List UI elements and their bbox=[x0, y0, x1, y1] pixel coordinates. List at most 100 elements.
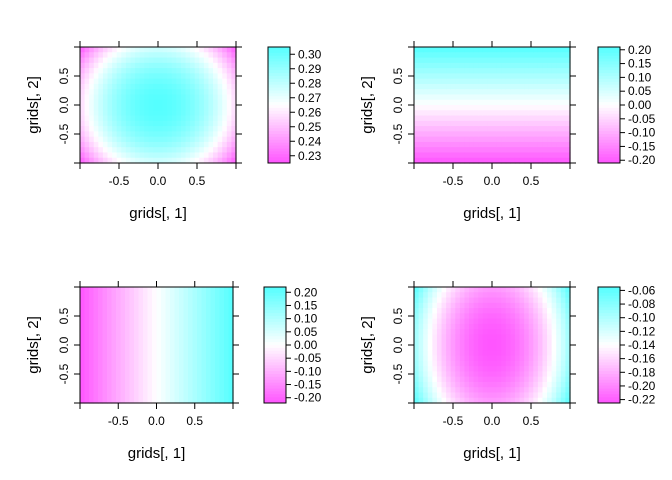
heatmap-cell bbox=[537, 62, 544, 69]
heatmap-cell bbox=[547, 297, 553, 304]
heatmap-cell bbox=[201, 381, 207, 388]
heatmap-cell bbox=[158, 62, 164, 69]
heatmap-cell bbox=[473, 115, 479, 122]
heatmap-cell bbox=[519, 83, 525, 90]
heatmap-cell bbox=[469, 397, 475, 404]
heatmap-cell bbox=[514, 147, 521, 154]
heatmap-cell bbox=[144, 110, 150, 117]
colorbar-swatch bbox=[598, 400, 620, 404]
heatmap-cell bbox=[473, 89, 479, 96]
x-tick-label: -0.5 bbox=[443, 174, 464, 188]
heatmap-cell bbox=[501, 147, 507, 154]
colorbar-swatch bbox=[268, 116, 290, 120]
heatmap-cell bbox=[165, 318, 171, 325]
heatmap-cell bbox=[414, 147, 420, 154]
heatmap-cell bbox=[565, 355, 571, 362]
heatmap-cell bbox=[148, 68, 155, 74]
colorbar-swatch bbox=[598, 96, 620, 100]
colorbar-swatch bbox=[264, 321, 286, 326]
heatmap-cell bbox=[134, 376, 140, 383]
heatmap-cell bbox=[537, 287, 544, 293]
heatmap-cell bbox=[98, 371, 104, 378]
heatmap-cell bbox=[487, 147, 493, 154]
heatmap-cell bbox=[116, 57, 122, 64]
heatmap-cell bbox=[98, 334, 104, 341]
heatmap-cell bbox=[519, 308, 525, 314]
heatmap-cell bbox=[80, 355, 86, 362]
heatmap-cell bbox=[143, 334, 149, 341]
heatmap-cell bbox=[492, 136, 498, 143]
heatmap-cell bbox=[436, 302, 443, 309]
heatmap-cell bbox=[427, 141, 433, 148]
heatmap-cell bbox=[116, 376, 122, 383]
heatmap-cell bbox=[143, 387, 149, 394]
heatmap-cell bbox=[427, 366, 433, 372]
heatmap-cell bbox=[125, 366, 131, 372]
heatmap-cell bbox=[441, 323, 447, 330]
heatmap-cell bbox=[418, 131, 424, 138]
heatmap-cell bbox=[174, 308, 180, 314]
heatmap-cell bbox=[80, 94, 86, 101]
heatmap-cell bbox=[478, 126, 484, 132]
heatmap-cell bbox=[102, 47, 109, 53]
heatmap-cell bbox=[135, 157, 141, 164]
heatmap-cell bbox=[487, 52, 493, 59]
heatmap-cell bbox=[107, 360, 113, 367]
heatmap-cell bbox=[167, 120, 173, 127]
heatmap-cell bbox=[208, 83, 214, 90]
heatmap-cell bbox=[418, 47, 424, 53]
colorbar-swatch bbox=[598, 292, 620, 297]
heatmap-cell bbox=[542, 308, 548, 314]
heatmap-cell bbox=[510, 105, 516, 111]
heatmap-cell bbox=[231, 73, 237, 80]
heatmap-cell bbox=[153, 89, 159, 96]
heatmap-cell bbox=[203, 147, 210, 154]
heatmap-cell bbox=[556, 392, 562, 399]
heatmap-cell bbox=[197, 387, 203, 394]
heatmap-cell bbox=[158, 105, 164, 111]
heatmap-cell bbox=[464, 99, 470, 106]
colorbar-swatch bbox=[598, 73, 620, 77]
heatmap-cell bbox=[156, 381, 162, 388]
heatmap-cell bbox=[510, 115, 516, 122]
heatmap-cell bbox=[487, 292, 493, 299]
heatmap-cell bbox=[423, 52, 429, 59]
heatmap-cell bbox=[107, 323, 113, 330]
heatmap-cell bbox=[464, 94, 470, 101]
colorbar-swatch bbox=[268, 142, 290, 147]
heatmap-cell bbox=[165, 355, 171, 362]
heatmap-cell bbox=[560, 387, 567, 394]
heatmap-cell bbox=[89, 78, 95, 85]
heatmap-cell bbox=[153, 99, 159, 106]
heatmap-cell bbox=[487, 381, 493, 388]
heatmap-cell bbox=[111, 345, 117, 351]
y-tick-label: 0.5 bbox=[57, 67, 71, 84]
heatmap-cell bbox=[556, 89, 562, 96]
heatmap-cell bbox=[231, 57, 237, 64]
heatmap-cell bbox=[414, 89, 420, 96]
heatmap-cell bbox=[436, 99, 443, 106]
heatmap-cell bbox=[139, 57, 145, 64]
heatmap-cell bbox=[524, 381, 530, 388]
heatmap-cell bbox=[130, 57, 136, 64]
heatmap-cell bbox=[226, 157, 233, 164]
heatmap-cell bbox=[112, 136, 118, 143]
heatmap-cell bbox=[524, 345, 530, 351]
heatmap-cell bbox=[98, 313, 104, 320]
heatmap-cell bbox=[98, 105, 104, 111]
heatmap-cell bbox=[112, 115, 118, 122]
heatmap-cell bbox=[427, 126, 433, 132]
heatmap-cell bbox=[162, 105, 168, 111]
heatmap-cell bbox=[446, 94, 452, 101]
heatmap-cell bbox=[129, 339, 135, 346]
heatmap-cell bbox=[120, 318, 126, 325]
heatmap-cell bbox=[135, 110, 141, 117]
heatmap-cell bbox=[93, 397, 99, 404]
heatmap-cell bbox=[215, 345, 221, 351]
heatmap-cell bbox=[180, 47, 187, 53]
heatmap-cell bbox=[215, 397, 221, 404]
heatmap-cell bbox=[228, 350, 234, 357]
heatmap-cell bbox=[492, 397, 498, 404]
heatmap-cell bbox=[478, 371, 484, 378]
